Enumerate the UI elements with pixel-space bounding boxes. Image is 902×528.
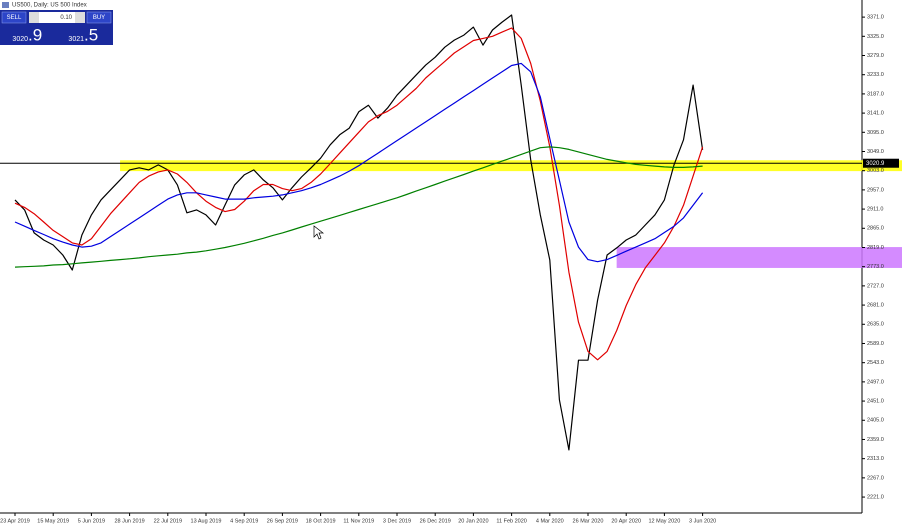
bid-label: 3020.9 xyxy=(866,161,885,167)
series-line xyxy=(14,62,704,263)
y-tick-label: 2313.0 xyxy=(867,456,884,462)
y-tick-label: 3141.0 xyxy=(867,111,884,117)
y-tick-label: 3049.0 xyxy=(867,149,884,155)
y-tick-label: 3187.0 xyxy=(867,91,884,97)
y-tick-label: 3233.0 xyxy=(867,72,884,78)
lot-value[interactable]: 0.10 xyxy=(60,15,72,21)
y-tick-label: 2497.0 xyxy=(867,379,884,385)
x-tick-label: 26 Sep 2019 xyxy=(267,518,298,524)
zone xyxy=(616,247,902,268)
y-tick-label: 2957.0 xyxy=(867,187,884,193)
y-tick-label: 3003.0 xyxy=(867,168,884,174)
y-tick-label: 2865.0 xyxy=(867,226,884,232)
x-tick-label: 20 Jan 2020 xyxy=(458,518,488,524)
buy-price-small[interactable]: .5 xyxy=(84,25,98,44)
x-tick-label: 13 Aug 2019 xyxy=(191,518,222,524)
y-tick-label: 2221.0 xyxy=(867,495,884,501)
y-tick-label: 2543.0 xyxy=(867,360,884,366)
sell-button[interactable] xyxy=(1,11,27,24)
y-tick-label: 3095.0 xyxy=(867,130,884,136)
x-tick-label: 26 Mar 2020 xyxy=(573,518,604,524)
x-tick-label: 20 Apr 2020 xyxy=(611,518,641,524)
series-line xyxy=(14,146,703,268)
x-tick-label: 15 May 2019 xyxy=(37,518,69,524)
x-tick-label: 22 Jul 2019 xyxy=(154,518,182,524)
y-tick-label: 2773.0 xyxy=(867,264,884,270)
y-tick-label: 2267.0 xyxy=(867,475,884,481)
x-tick-label: 4 Mar 2020 xyxy=(536,518,564,524)
y-tick-label: 3371.0 xyxy=(867,15,884,21)
x-tick-label: 11 Feb 2020 xyxy=(496,518,526,524)
buy-label[interactable]: BUY xyxy=(93,15,105,21)
y-tick-label: 3325.0 xyxy=(867,34,884,40)
x-tick-label: 3 Dec 2019 xyxy=(383,518,411,524)
sell-label[interactable]: SELL xyxy=(7,15,22,21)
x-tick-label: 23 Apr 2019 xyxy=(0,518,30,524)
x-tick-label: 5 Jun 2019 xyxy=(78,518,105,524)
bid-box xyxy=(863,158,899,168)
chart-header: US500, Daily: US 500 Index xyxy=(12,3,87,9)
buy-price-big[interactable]: 3021 xyxy=(68,36,84,43)
lot-down[interactable] xyxy=(29,12,39,23)
symbol-icon xyxy=(2,2,9,8)
trade-panel: SELL 0.10 BUY 3020 .9 3021 .5 xyxy=(0,10,113,45)
series-line xyxy=(14,14,704,451)
buy-button[interactable] xyxy=(86,11,112,24)
zone xyxy=(120,160,902,172)
y-tick-label: 2911.0 xyxy=(867,207,883,213)
y-tick-label: 2451.0 xyxy=(867,399,884,405)
sell-price-big[interactable]: 3020 xyxy=(12,36,28,43)
x-tick-label: 12 May 2020 xyxy=(648,518,680,524)
y-tick-label: 2405.0 xyxy=(867,418,884,424)
y-tick-label: 2589.0 xyxy=(867,341,884,347)
x-tick-label: 26 Dec 2019 xyxy=(420,518,451,524)
plot: 3371.0 3325.0 3279.0 3233.0 3187.0 3141.0 3095… xyxy=(0,14,902,524)
series-line xyxy=(14,27,704,361)
x-tick-label: 28 Jun 2019 xyxy=(114,518,144,524)
y-tick-label: 3279.0 xyxy=(867,53,884,59)
y-tick-label: 2681.0 xyxy=(867,303,884,309)
sell-price-small[interactable]: .9 xyxy=(28,25,42,44)
x-tick-label: 3 Jun 2020 xyxy=(689,518,716,524)
x-tick-label: 11 Nov 2019 xyxy=(343,518,374,524)
y-tick-label: 2635.0 xyxy=(867,322,884,328)
mouse-cursor xyxy=(313,225,325,240)
x-tick-label: 4 Sep 2019 xyxy=(230,518,258,524)
y-tick-label: 2819.0 xyxy=(867,245,884,251)
y-tick-label: 2359.0 xyxy=(867,437,884,443)
y-tick-label: 2727.0 xyxy=(867,283,884,289)
lot-up[interactable] xyxy=(75,12,85,23)
lot-input[interactable] xyxy=(39,12,75,23)
x-tick-label: 18 Oct 2019 xyxy=(306,518,336,524)
